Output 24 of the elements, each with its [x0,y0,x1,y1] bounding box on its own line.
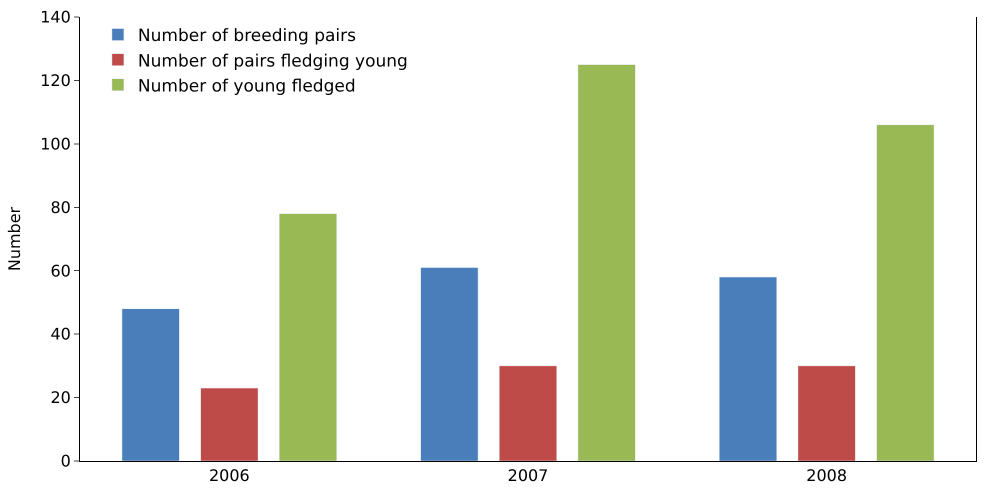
y-tick-label: 0 [60,452,71,471]
bar [279,213,337,461]
bar [876,124,934,461]
y-tick-label: 80 [50,198,71,217]
legend-label: Number of breeding pairs [138,26,356,46]
bar [499,366,557,461]
y-tick-label: 40 [50,324,71,344]
y-tick-label: 120 [40,71,71,90]
x-tick-label: 2006 [208,466,250,486]
y-tick-label: 140 [40,8,71,27]
y-tick-label: 20 [50,388,71,408]
legend-label: Number of pairs fledging young [138,51,408,72]
bar [200,388,258,461]
bar [420,267,478,461]
bar [798,366,856,461]
y-tick-label: 100 [40,134,71,154]
legend-label: Number of young fledged [138,76,356,96]
y-axis-title: Number [5,206,24,272]
bar [578,64,636,461]
y-tick-label: 60 [50,261,71,280]
x-tick-label: 2007 [508,466,548,486]
x-tick-label: 2008 [806,466,848,486]
bar [122,308,180,461]
bar [719,276,777,461]
